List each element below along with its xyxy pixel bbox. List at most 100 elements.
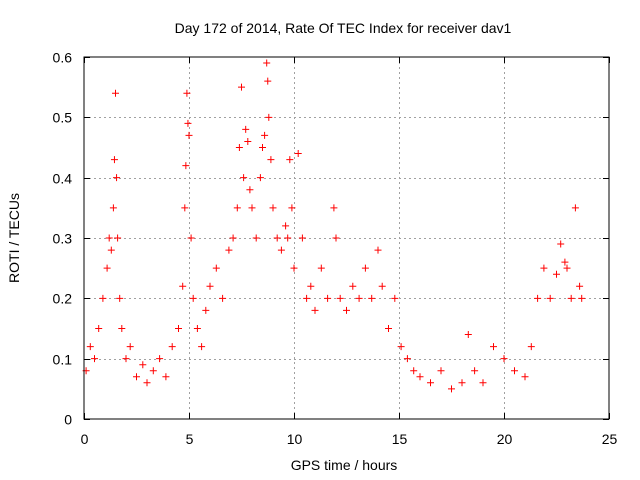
data-point: [355, 294, 363, 302]
data-point: [156, 355, 164, 363]
data-point: [546, 294, 554, 302]
data-point: [149, 367, 157, 375]
data-point: [246, 186, 254, 194]
data-point: [179, 282, 187, 290]
data-point: [416, 373, 424, 381]
y-axis-label: ROTI / TECUs: [6, 193, 22, 283]
y-tick-label: 0.2: [53, 291, 73, 307]
data-point: [458, 379, 466, 387]
data-point: [116, 294, 124, 302]
data-point: [244, 137, 252, 145]
data-point: [330, 204, 338, 212]
data-point: [534, 294, 542, 302]
data-point: [343, 306, 350, 314]
data-point: [264, 77, 272, 85]
data-point: [206, 282, 214, 290]
data-point: [175, 325, 182, 332]
data-point: [91, 355, 98, 363]
data-point: [107, 246, 115, 254]
data-point: [238, 83, 245, 91]
data-point: [576, 282, 584, 290]
data-point: [198, 343, 206, 351]
data-point: [479, 379, 487, 387]
data-point: [332, 234, 340, 242]
y-tick-label: 0: [64, 412, 72, 428]
data-point: [378, 282, 386, 290]
data-point: [527, 343, 535, 351]
data-point: [110, 156, 118, 164]
data-point: [563, 264, 571, 272]
data-point: [162, 373, 170, 381]
x-tick-label: 15: [392, 431, 408, 447]
data-point: [185, 131, 193, 139]
data-point: [193, 325, 201, 332]
y-tick-label: 0.3: [53, 231, 73, 247]
data-points: [82, 59, 586, 393]
data-point: [105, 234, 113, 242]
data-point: [557, 240, 565, 248]
data-point: [202, 306, 210, 314]
x-tick-label: 10: [287, 431, 303, 447]
x-axis-label: GPS time / hours: [291, 457, 398, 473]
data-point: [133, 373, 140, 381]
data-point: [521, 373, 529, 381]
data-point: [267, 156, 275, 164]
x-tick-label: 5: [186, 431, 194, 447]
y-tick-label: 0.5: [53, 110, 73, 126]
data-point: [109, 204, 117, 212]
data-point: [219, 294, 227, 302]
data-point: [324, 294, 332, 302]
data-point: [303, 294, 311, 302]
data-point: [511, 367, 518, 375]
data-point: [307, 282, 315, 290]
data-point: [242, 125, 250, 133]
data-point: [368, 294, 376, 302]
data-point: [277, 246, 285, 254]
x-tick-label: 0: [81, 431, 89, 447]
data-point: [464, 331, 472, 339]
data-point: [212, 264, 220, 272]
data-point: [233, 204, 241, 212]
data-point: [240, 174, 248, 182]
x-axis-ticks: 0 5 10 15 20 25: [81, 57, 618, 447]
data-point: [490, 343, 497, 351]
data-point: [571, 204, 579, 212]
data-point: [437, 367, 445, 375]
data-point: [403, 355, 411, 363]
data-point: [183, 89, 191, 97]
data-point: [567, 294, 575, 302]
y-tick-label: 0.4: [53, 171, 73, 187]
data-point: [284, 234, 292, 242]
data-point: [112, 89, 119, 97]
data-point: [235, 144, 243, 151]
data-point: [99, 294, 107, 302]
chart-title: Day 172 of 2014, Rate Of TEC Index for r…: [175, 20, 512, 36]
x-tick-label: 20: [497, 431, 513, 447]
data-point: [225, 246, 233, 254]
data-point: [126, 343, 134, 351]
data-point: [286, 156, 294, 164]
data-point: [448, 385, 455, 393]
data-point: [282, 222, 290, 230]
data-point: [229, 234, 237, 242]
data-point: [317, 264, 325, 272]
data-point: [187, 234, 195, 242]
data-point: [168, 343, 176, 351]
data-point: [95, 325, 103, 332]
y-tick-label: 0.6: [53, 50, 73, 66]
data-point: [269, 204, 277, 212]
data-point: [189, 294, 197, 302]
x-tick-label: 25: [602, 431, 618, 447]
data-point: [122, 355, 130, 363]
data-point: [273, 234, 281, 242]
data-point: [182, 162, 190, 170]
data-point: [143, 379, 151, 387]
data-point: [540, 264, 548, 272]
data-point: [311, 306, 319, 314]
data-point: [410, 367, 418, 375]
data-point: [349, 282, 357, 290]
data-point: [86, 343, 94, 351]
data-point: [374, 246, 382, 254]
data-point: [385, 325, 392, 332]
